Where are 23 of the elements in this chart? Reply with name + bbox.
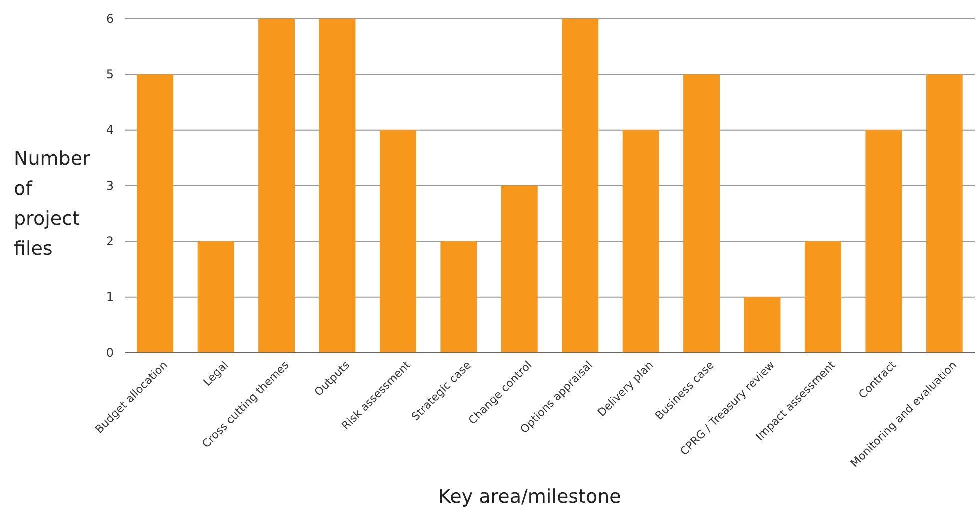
bar bbox=[380, 130, 416, 353]
bar bbox=[198, 242, 234, 353]
y-tick-label: 3 bbox=[106, 178, 114, 193]
y-tick-label: 4 bbox=[106, 123, 114, 138]
bar bbox=[501, 186, 538, 353]
bar bbox=[562, 19, 599, 353]
y-tick-label: 0 bbox=[106, 346, 114, 360]
bar bbox=[926, 74, 963, 353]
bar bbox=[440, 242, 478, 353]
x-axis-title: Key area/milestone bbox=[438, 486, 622, 508]
bar bbox=[137, 74, 174, 353]
bar bbox=[684, 74, 720, 353]
bar bbox=[744, 297, 781, 353]
bar bbox=[622, 130, 660, 353]
y-tick-label: 6 bbox=[106, 12, 114, 26]
y-tick-label: 5 bbox=[106, 68, 114, 82]
y-tick-label: 1 bbox=[106, 290, 114, 304]
y-axis-title: Number of project files bbox=[14, 148, 91, 260]
y-tick-label: 2 bbox=[106, 234, 114, 249]
bar bbox=[319, 19, 356, 353]
bar bbox=[258, 19, 295, 353]
bar bbox=[805, 242, 842, 353]
bar bbox=[866, 130, 902, 353]
